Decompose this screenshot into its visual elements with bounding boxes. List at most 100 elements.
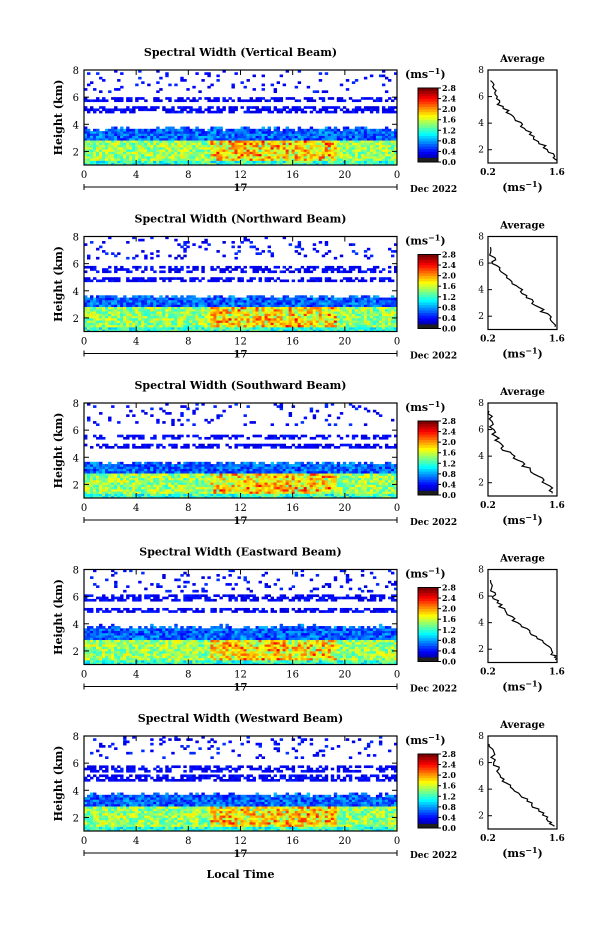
heatmap-cell [147,129,150,132]
heatmap-cell [277,108,280,111]
heatmap-cell [385,108,388,111]
heatmap-cell [376,266,379,269]
heatmap-cell [256,97,259,100]
heatmap-cell [244,111,247,114]
heatmap-cell [168,435,171,438]
heatmap-cell [117,97,120,100]
heatmap-cell [382,327,385,330]
heatmap-cell [334,149,337,152]
heatmap-cell [367,257,370,260]
heatmap-cell [307,97,310,100]
heatmap-cell [198,160,201,163]
heatmap-cell [346,277,349,280]
heatmap-cell [337,136,340,139]
heatmap-cell [171,149,174,152]
heatmap-cell [222,106,225,109]
heatmap-cell [87,469,90,472]
heatmap-cell [237,302,240,305]
heatmap-cell [162,270,165,273]
heatmap-cell [274,270,277,273]
heatmap-cell [144,462,147,465]
heatmap-cell [111,464,114,467]
heatmap-cell [123,464,126,467]
heatmap-cell [156,462,159,465]
heatmap-cell [274,298,277,301]
heatmap-cell [120,435,123,438]
heatmap-cell [292,136,295,139]
heatmap-cell [328,136,331,139]
colorbar: 0.00.40.81.21.62.02.42.8 [418,83,456,167]
heatmap-cell [126,257,129,260]
heatmap-cell [349,243,352,246]
heatmap-cell [117,327,120,330]
heatmap-cell [370,277,373,280]
heatmap-cell [177,435,180,438]
heatmap-cell [99,160,102,163]
heatmap-cell [256,268,259,271]
heatmap-cell [298,295,301,298]
heatmap-cell [156,419,159,422]
heatmap-cell [165,462,168,465]
heatmap-cell [304,327,307,330]
heatmap-cell [162,421,165,424]
heatmap-cell [268,106,271,109]
heatmap-cell [162,277,165,280]
heatmap-cell [325,72,328,75]
heatmap-cell [204,149,207,152]
heatmap-cell [325,106,328,109]
heatmap-cell [174,327,177,330]
heatmap-cells [84,403,397,498]
heatmap-cell [189,277,192,280]
heatmap-cell [138,327,141,330]
heatmap-cell [156,106,159,109]
heatmap-cell [286,295,289,298]
heatmap-cell [228,277,231,280]
heatmap-cell [141,97,144,100]
heatmap-cell [295,327,298,330]
heatmap-cell [331,268,334,271]
heatmap-cell [280,97,283,100]
heatmap-cell [90,462,93,465]
heatmap-cell [201,277,204,280]
heatmap-cell [198,97,201,100]
heatmap-cell [180,160,183,163]
heatmap-cell [141,239,144,242]
heatmap-cell [241,277,244,280]
heatmap-cell [162,446,165,449]
heatmap-cell [162,435,165,438]
heatmap-cell [358,106,361,109]
unit-base: (ms [502,181,525,194]
unit-exponent: −1 [428,66,440,76]
heatmap-cell [340,298,343,301]
heatmap-cell [274,266,277,269]
heatmap-cell [265,129,268,132]
heatmap-cell [120,268,123,271]
heatmap-cell [108,149,111,152]
colorbar-segment [418,144,438,147]
heatmap-cell [322,149,325,152]
y-tick-label: 8 [73,66,79,77]
heatmap-cell [192,266,195,269]
heatmap-cell [165,277,168,280]
heatmap-cell [222,255,225,258]
heatmap-cell [355,149,358,152]
colorbar-segment [418,151,438,154]
heatmap-cell [222,327,225,330]
heatmap-cell [259,129,262,132]
heatmap-cell [105,252,108,255]
heatmap-cell [120,327,123,330]
heatmap-cell [325,279,328,282]
heatmap-cell [237,97,240,100]
heatmap-cell [274,88,277,91]
heatmap-cell [349,327,352,330]
heatmap-cell [192,108,195,111]
heatmap-cell [391,295,394,298]
heatmap-cell [183,298,186,301]
heatmap-cell [385,99,388,102]
heatmap-cell [138,77,141,80]
heatmap-cell [247,106,250,109]
heatmap-cell [216,149,219,152]
heatmap-cell [219,268,222,271]
heatmap-cell [90,295,93,298]
